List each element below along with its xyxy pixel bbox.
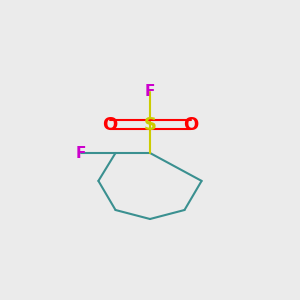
Text: O: O: [102, 116, 117, 134]
Text: O: O: [183, 116, 198, 134]
Text: F: F: [145, 84, 155, 99]
Text: S: S: [143, 116, 157, 134]
Text: F: F: [76, 146, 86, 160]
